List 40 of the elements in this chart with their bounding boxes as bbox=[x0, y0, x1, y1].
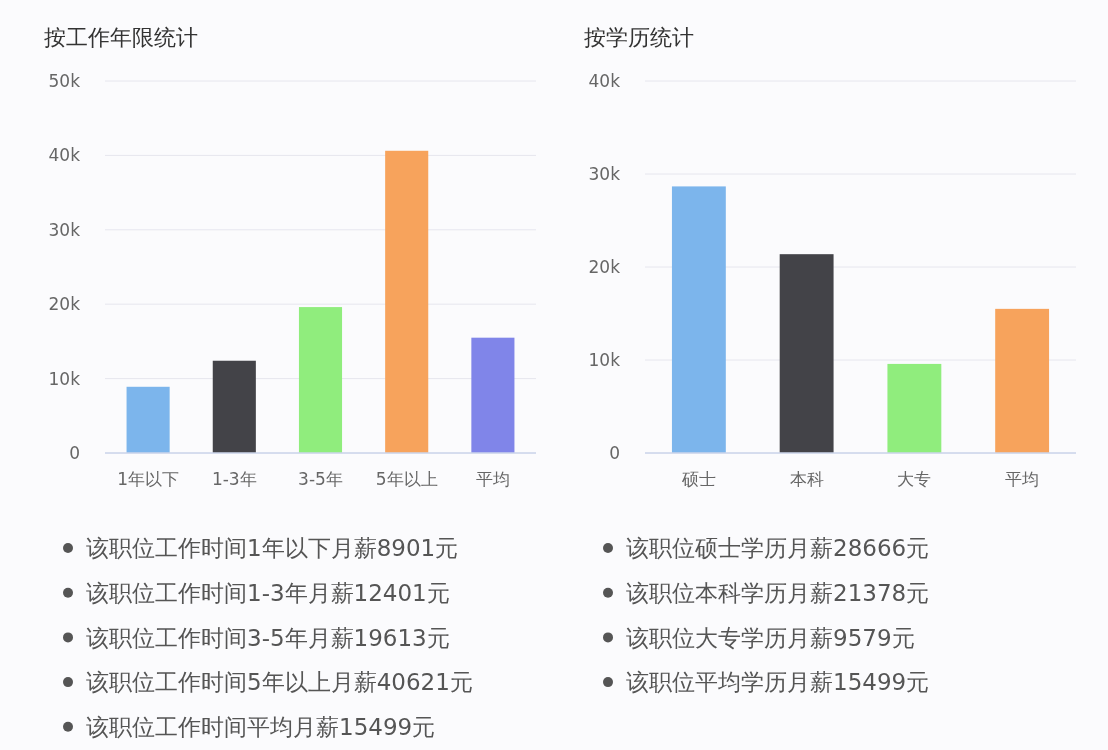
text: 该职位工作时间1-3年月薪12401元 bbox=[86, 579, 450, 606]
x-tick-label: 大专 bbox=[897, 469, 932, 489]
text: 该职位本科学历月薪21378元 bbox=[626, 579, 930, 606]
text: 该职位大专学历月薪9579元 bbox=[626, 624, 915, 651]
text: 该职位工作时间平均月薪15499元 bbox=[86, 714, 436, 741]
bar bbox=[779, 254, 834, 453]
x-tick-label: 平均 bbox=[1005, 469, 1040, 489]
x-tick-label: 平均 bbox=[475, 469, 510, 489]
chart-title: 按学历统计 bbox=[584, 25, 694, 50]
y-tick-label: 10k bbox=[48, 368, 81, 389]
text: 该职位平均学历月薪15499元 bbox=[626, 669, 930, 696]
x-tick-label: 1年以下 bbox=[117, 469, 180, 489]
text: 该职位硕士学历月薪28666元 bbox=[626, 535, 930, 562]
x-tick-label: 1-3年 bbox=[211, 469, 257, 489]
x-tick-label: 硕士 bbox=[680, 469, 716, 489]
text: 该职位工作时间5年以上月薪40621元 bbox=[86, 669, 473, 696]
y-tick-label: 50k bbox=[48, 70, 81, 91]
y-tick-label: 0 bbox=[609, 442, 620, 463]
bar bbox=[887, 363, 942, 453]
x-tick-label: 3-5年 bbox=[298, 469, 343, 489]
bar bbox=[385, 150, 429, 453]
x-tick-label: 本科 bbox=[789, 469, 824, 489]
bar bbox=[671, 186, 726, 453]
y-tick-label: 20k bbox=[48, 294, 81, 315]
text: 该职位工作时间1年以下月薪8901元 bbox=[86, 535, 459, 562]
bar bbox=[126, 386, 170, 453]
y-tick-label: 40k bbox=[588, 70, 621, 91]
y-tick-label: 30k bbox=[588, 163, 621, 184]
bar bbox=[298, 307, 343, 453]
x-tick-label: 5年以上 bbox=[375, 469, 438, 489]
y-tick-label: 20k bbox=[588, 256, 621, 277]
chart-title: 按工作年限统计 bbox=[44, 25, 198, 50]
text: 该职位工作时间3-5年月薪19613元 bbox=[86, 624, 450, 651]
bar bbox=[471, 337, 515, 453]
bar bbox=[212, 360, 256, 453]
bar bbox=[995, 308, 1050, 453]
y-tick-label: 40k bbox=[48, 145, 81, 166]
y-tick-label: 10k bbox=[588, 349, 621, 370]
y-tick-label: 30k bbox=[48, 219, 81, 240]
y-tick-label: 0 bbox=[69, 442, 80, 463]
